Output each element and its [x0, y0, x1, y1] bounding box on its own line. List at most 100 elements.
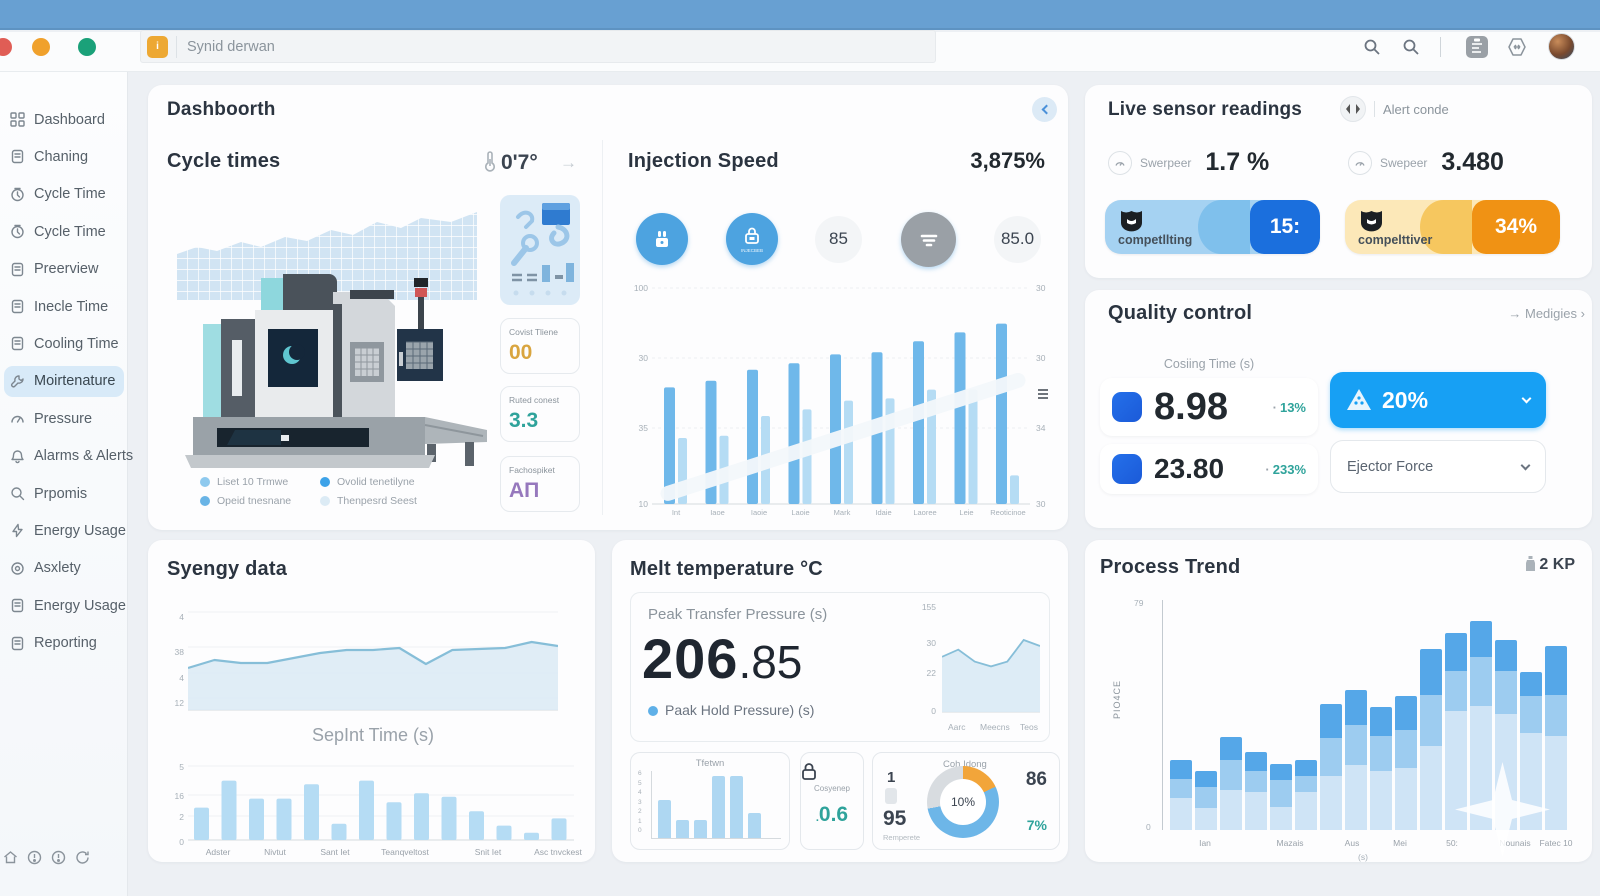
process-axis-line: [1162, 600, 1163, 830]
hexagon-icon[interactable]: [1506, 36, 1528, 58]
injection-value: 3,875%: [970, 148, 1045, 173]
sidebar-item-dashboard[interactable]: Dashboard: [4, 104, 124, 135]
sidebar-item-energy-usage[interactable]: Energy Usage: [4, 515, 126, 546]
search-icon[interactable]: [1363, 38, 1381, 56]
svg-text:Int: Int: [672, 508, 681, 517]
stacked-bar: [1395, 696, 1417, 830]
quality-delta: · 233%: [1265, 461, 1306, 477]
sidebar-item-moirtenature[interactable]: Moirtenature: [4, 365, 124, 397]
dropdown-label: Ejector Force: [1347, 458, 1434, 475]
donut-top-left: 1: [887, 769, 896, 786]
syengy-axis-title: SepInt Time (s): [311, 725, 435, 745]
minibar: [658, 800, 671, 838]
sidebar-item-pressure[interactable]: Pressure: [4, 403, 124, 434]
quality-alert-button[interactable]: 20%: [1330, 372, 1546, 428]
collapse-button[interactable]: [1032, 97, 1057, 122]
sidebar-item-chaning[interactable]: Chaning: [4, 141, 124, 172]
alert-mode-button[interactable]: Alert conde: [1340, 96, 1449, 122]
quality-value: 8.98: [1154, 385, 1228, 428]
svg-text:10: 10: [639, 499, 649, 509]
process-xlabel: Mazais: [1276, 838, 1304, 848]
traffic-light-minimize[interactable]: [32, 38, 50, 56]
warning-icon: [1346, 388, 1372, 412]
injection-stat-circle[interactable]: 85: [815, 215, 862, 263]
sidebar: [0, 72, 128, 896]
stacked-bar: [1245, 751, 1267, 830]
sidebar-item-prpomis[interactable]: Prpomis: [4, 478, 124, 509]
pill-badge: 15:: [1250, 200, 1320, 254]
svg-text:Laoree: Laoree: [913, 508, 936, 517]
cycle-stat-box: Fachospiket AΠ: [500, 456, 580, 512]
sidebar-item-preerview[interactable]: Preerview: [4, 254, 124, 285]
sidebar-item-inecle-time[interactable]: Inecle Time: [4, 291, 124, 322]
svg-text:30: 30: [1036, 499, 1046, 509]
chevron-down-icon: [1520, 460, 1531, 470]
legend-dot: [200, 477, 210, 488]
avatar[interactable]: [1548, 33, 1575, 60]
quality-link[interactable]: → Medigies ›: [1508, 306, 1585, 321]
sidebar-item-cooling-time[interactable]: Cooling Time: [4, 328, 124, 359]
process-xlabel: Fatec 10: [1539, 838, 1573, 848]
stacked-bar: [1195, 770, 1217, 830]
alert-mode-label: Alert conde: [1383, 101, 1449, 117]
sidebar-item-reporting[interactable]: Reporting: [4, 628, 124, 659]
process-kpi: 2 KP: [1495, 556, 1575, 574]
minibar: [676, 820, 689, 838]
sidebar-item-cycle-time[interactable]: Cycle Time: [4, 179, 124, 210]
injection-lines-circle[interactable]: [901, 211, 956, 267]
sidebar-item-energy-usage[interactable]: Energy Usage: [4, 590, 126, 621]
legend-item: Thenpesrd Seest: [320, 495, 417, 507]
ejector-force-dropdown[interactable]: Ejector Force: [1330, 440, 1546, 493]
panel-divider: [602, 140, 603, 515]
home-icon[interactable]: [2, 849, 19, 866]
progress-pill[interactable]: 34% compelttiver: [1345, 200, 1560, 254]
melt-title: Melt temperature °C: [630, 558, 823, 580]
gauge-icon: [10, 411, 25, 426]
bell-icon: [10, 449, 25, 464]
stacked-bar: [1445, 632, 1467, 830]
process-x-sub: (s): [1358, 852, 1368, 862]
clipboard-icon[interactable]: [1466, 36, 1488, 58]
refresh-icon[interactable]: [74, 849, 91, 866]
injection-plug-circle[interactable]: [636, 213, 688, 265]
info-icon[interactable]: [26, 849, 43, 866]
svg-text:Laoie: Laoie: [791, 508, 809, 517]
stacked-bar: [1545, 646, 1567, 830]
search-input[interactable]: i Synid derwan: [140, 30, 936, 63]
doc-icon: [10, 262, 25, 277]
progress-pill[interactable]: 15: competllting: [1105, 200, 1320, 254]
traffic-light-close[interactable]: [0, 38, 12, 56]
stacked-bar: [1295, 759, 1317, 830]
melt-legend: Paak Hold Pressure) (s): [648, 702, 814, 718]
doc-icon: [10, 336, 25, 351]
legend-item: Ovolid tenetilyne: [320, 476, 415, 488]
wrench-icon: [10, 374, 25, 389]
lock-box-value: .0.6: [815, 803, 849, 826]
syengy-area-ytick: 4: [179, 673, 184, 683]
info-icon[interactable]: [50, 849, 67, 866]
cycle-arrow-icon[interactable]: →: [560, 153, 577, 172]
injection-stat-circle[interactable]: 85.0: [994, 215, 1041, 263]
injection-lock-circle[interactable]: INJECBEB: [726, 213, 778, 265]
clock-icon: [10, 187, 25, 202]
pill-label: compelttiver: [1358, 233, 1433, 247]
quality-value: 23.80: [1154, 453, 1225, 484]
process-yaxis-label: PIO4CE: [1112, 680, 1122, 720]
minibar: [748, 813, 761, 838]
donut-title: Coh Idong: [943, 759, 987, 770]
svg-text:Idaie: Idaie: [875, 508, 891, 517]
syengy-xlabel: Sant Iet: [320, 847, 350, 857]
gauge-icon: [1348, 150, 1372, 175]
legend-dot: [200, 496, 210, 507]
sidebar-item-alarms-alerts[interactable]: Alarms & Alerts: [4, 441, 133, 472]
sidebar-item-asxlety[interactable]: Asxlety: [4, 553, 124, 584]
syengy-xlabel: Adster: [205, 847, 231, 857]
donut-top-right: 86: [1025, 769, 1047, 790]
stat-value: 00: [509, 341, 533, 364]
search-icon-2[interactable]: [1402, 38, 1420, 56]
stat-value: 3.3: [509, 409, 539, 432]
svg-text:Reoticinoe: Reoticinoe: [990, 508, 1025, 517]
traffic-light-zoom[interactable]: [78, 38, 96, 56]
sidebar-item-cycle-time[interactable]: Cycle Time: [4, 216, 124, 247]
